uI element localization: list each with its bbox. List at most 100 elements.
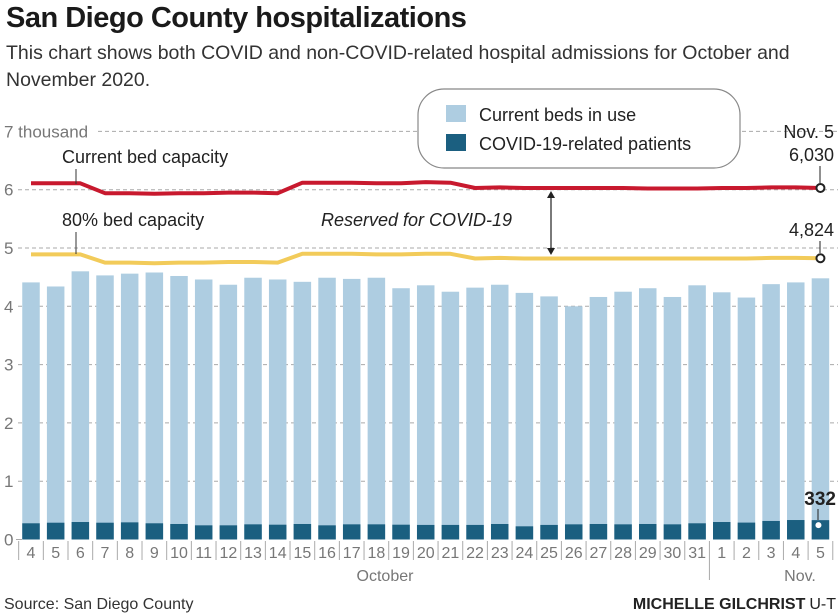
bar-beds-in-use: [268, 279, 287, 540]
line-bed-capacity: [31, 180, 821, 196]
bar-beds-in-use: [342, 278, 361, 540]
bar-covid: [219, 525, 238, 540]
bar-beds-in-use: [737, 297, 756, 540]
end-capacity-label: 6,030: [789, 145, 834, 165]
x-tick-label: 5: [816, 545, 825, 562]
bar-beds-in-use: [466, 287, 484, 540]
chart-title: San Diego County hospitalizations: [6, 2, 467, 34]
bar-covid: [367, 524, 386, 540]
x-tick-label: 23: [491, 545, 509, 562]
capacity-label: Current bed capacity: [62, 147, 228, 167]
bar-beds-in-use: [515, 292, 534, 540]
x-tick-label: 8: [125, 545, 134, 562]
bar-covid: [22, 523, 40, 540]
bar-beds-in-use: [46, 286, 65, 540]
source: Source: San Diego County: [4, 596, 193, 613]
bar-covid: [46, 522, 65, 540]
x-tick-label: 5: [51, 545, 60, 562]
line-eighty-capacity: [31, 251, 821, 266]
bar-beds-in-use: [762, 284, 780, 540]
x-tick-label: 27: [590, 545, 608, 562]
bar-covid: [194, 525, 213, 540]
x-tick-label: 12: [219, 545, 237, 562]
x-tick-label: 22: [466, 545, 484, 562]
bar-beds-in-use: [639, 288, 657, 540]
x-tick-label: 9: [150, 545, 159, 562]
y-tick-label: 2: [4, 414, 13, 433]
bar-beds-in-use: [713, 292, 731, 540]
x-tick-label: 25: [540, 545, 558, 562]
y-tick-label: 4: [4, 297, 13, 316]
bar-beds-in-use: [367, 277, 386, 540]
bar-covid: [392, 524, 410, 540]
bar-covid: [342, 524, 361, 540]
bar-beds-in-use: [564, 306, 583, 540]
legend-label-beds: Current beds in use: [479, 105, 636, 125]
bar-beds-in-use: [441, 291, 460, 540]
bar-covid: [120, 522, 139, 540]
bar-beds-in-use: [293, 281, 312, 540]
x-tick-label: 30: [664, 545, 682, 562]
end-covid-label: 332: [804, 489, 836, 510]
bar-beds-in-use: [392, 288, 410, 540]
bar-covid: [244, 524, 262, 540]
bar-beds-in-use: [589, 296, 608, 540]
bar-covid: [713, 522, 731, 540]
bar-covid: [639, 523, 657, 540]
bar-covid: [96, 522, 114, 540]
bar-beds-in-use: [194, 279, 213, 540]
x-tick-label: 11: [195, 545, 212, 562]
x-tick-label: 21: [441, 545, 459, 562]
bar-beds-in-use: [22, 282, 40, 540]
x-tick-label: 16: [318, 545, 336, 562]
x-tick-label: 14: [269, 545, 287, 562]
bar-beds-in-use: [614, 291, 632, 540]
bar-covid: [416, 524, 435, 540]
x-tick-label: 29: [639, 545, 657, 562]
x-tick-label: 1: [717, 545, 726, 562]
credit-name: MICHELLE GILCHRIST: [633, 596, 806, 613]
x-tick-label: 17: [343, 545, 361, 562]
credit: MICHELLE GILCHRIST U-T: [633, 596, 836, 613]
bar-covid: [737, 522, 756, 540]
bar-covid: [515, 526, 534, 540]
legend-swatch-covid: [446, 134, 466, 151]
bar-covid: [762, 520, 780, 540]
bar-beds-in-use: [120, 273, 139, 540]
y-tick-label: 6: [4, 181, 13, 200]
x-tick-label: 28: [614, 545, 632, 562]
x-tick-label: 26: [565, 545, 583, 562]
bar-covid: [614, 524, 632, 540]
bar-covid: [268, 524, 287, 540]
bar-beds-in-use: [416, 285, 435, 540]
x-tick-label: 3: [767, 545, 776, 562]
bar-beds-in-use: [96, 275, 114, 540]
legend-label-covid: COVID-19-related patients: [479, 134, 691, 154]
bar-covid: [441, 524, 460, 540]
bar-beds-in-use: [540, 296, 558, 540]
bar-beds-in-use: [244, 277, 262, 540]
bar-covid: [787, 520, 805, 540]
bar-covid: [589, 523, 608, 540]
bar-beds-in-use: [787, 282, 805, 540]
bar-covid: [293, 523, 312, 540]
legend: Current beds in use COVID-19-related pat…: [417, 88, 741, 169]
bar-beds-in-use: [663, 296, 682, 540]
bar-covid: [663, 524, 682, 540]
y-tick-label: 1: [4, 472, 13, 491]
bar-beds-in-use: [145, 272, 164, 540]
x-tick-label: 18: [367, 545, 385, 562]
bar-beds-in-use: [811, 278, 830, 540]
end-point-marker: [815, 253, 826, 264]
x-tick-label: 2: [742, 545, 751, 562]
covid-end-marker: [815, 522, 822, 529]
bar-covid: [170, 523, 188, 540]
y-tick-label: 0: [4, 531, 13, 550]
bar-beds-in-use: [170, 275, 188, 540]
legend-swatch-beds: [446, 105, 466, 122]
x-tick-label: 6: [76, 545, 85, 562]
bar-beds-in-use: [688, 285, 706, 540]
bar-covid: [688, 523, 706, 540]
bar-beds-in-use: [71, 271, 90, 540]
bar-beds-in-use: [490, 284, 509, 540]
